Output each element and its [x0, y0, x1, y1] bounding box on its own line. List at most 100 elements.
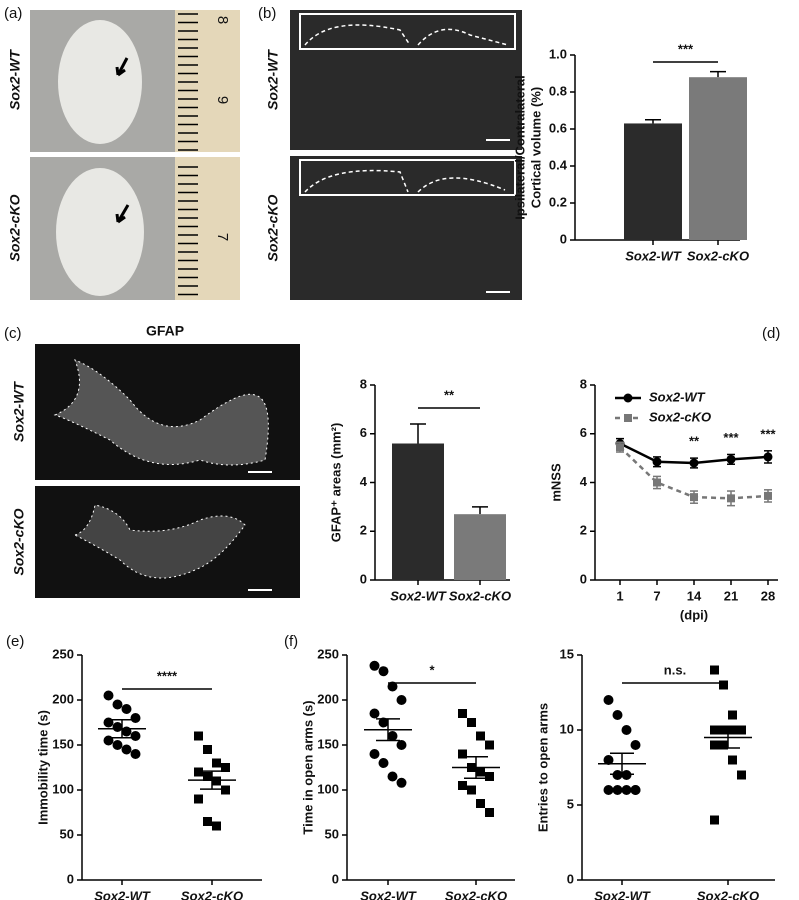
y-tick-label: 0	[567, 871, 574, 886]
roi-box	[299, 13, 516, 50]
point	[212, 776, 221, 786]
point	[203, 817, 212, 826]
point	[103, 717, 114, 728]
point	[130, 749, 141, 759]
y-tick-label: 2	[360, 523, 367, 538]
point	[378, 717, 389, 728]
y-axis-title: Immobility time (s)	[35, 710, 50, 825]
point	[396, 740, 407, 750]
point	[194, 767, 203, 777]
point	[467, 785, 476, 795]
significance-label: ****	[157, 668, 178, 683]
y-tick-label: 8	[360, 376, 367, 391]
x-tick-label: Sox2-cKO	[181, 888, 243, 900]
point	[194, 794, 203, 804]
section-image	[290, 156, 522, 300]
point	[476, 731, 485, 741]
significance-label: ***	[678, 41, 694, 56]
x-tick-label: Sox2-WT	[625, 248, 682, 263]
section-image	[290, 10, 522, 150]
point	[476, 767, 485, 777]
y-tick-label: 4	[360, 474, 368, 489]
point	[458, 781, 467, 790]
point	[369, 708, 380, 719]
ruler-ticks	[178, 13, 198, 296]
y-tick-label: 2	[580, 523, 587, 538]
ruler	[175, 10, 240, 152]
y-tick-label: 0	[360, 571, 367, 586]
y-tick-label: 200	[317, 691, 339, 706]
x-tick-label: Sox2-WT	[360, 888, 417, 900]
point	[485, 740, 494, 750]
y-tick-label: 0.2	[549, 194, 567, 209]
y-tick-label: 0.4	[549, 157, 568, 172]
point	[603, 785, 614, 795]
marker	[690, 493, 698, 502]
point	[737, 770, 746, 780]
point	[710, 665, 719, 675]
x-tick-label: Sox2-cKO	[687, 248, 749, 263]
point	[630, 785, 641, 795]
roi-box	[299, 159, 516, 196]
marker	[763, 452, 773, 462]
point	[728, 725, 737, 735]
y-tick-label: 250	[317, 646, 339, 661]
y-tick-label: 10	[560, 721, 574, 736]
significance-label: n.s.	[664, 662, 686, 677]
point	[112, 740, 123, 750]
ruler	[175, 157, 240, 300]
arrow	[115, 57, 130, 224]
point	[121, 744, 132, 755]
x-axis-title: (dpi)	[680, 607, 708, 622]
point	[737, 725, 746, 735]
marker	[764, 491, 772, 500]
outline	[73, 504, 246, 579]
y-tick-label: 100	[52, 781, 74, 796]
point	[467, 718, 476, 727]
image-label: Sox2-WT	[7, 49, 23, 110]
annotation: **	[689, 434, 700, 449]
point	[203, 772, 212, 781]
outline	[53, 359, 269, 466]
panel-label: (e)	[6, 633, 24, 650]
marker	[616, 443, 624, 452]
y-axis-title: Time in open arms (s)	[300, 700, 315, 834]
annotation: ***	[760, 426, 776, 441]
x-tick-label: 21	[724, 588, 738, 603]
point	[369, 660, 380, 671]
ruler-number: 7	[214, 233, 231, 241]
y-axis-title: mNSS	[548, 463, 563, 502]
y-tick-label: 0.8	[549, 83, 567, 98]
point	[396, 777, 407, 788]
y-tick-label: 150	[317, 736, 339, 751]
point	[710, 815, 719, 825]
y-tick-label: 0	[332, 871, 339, 886]
point	[387, 731, 398, 741]
point	[621, 785, 632, 795]
point	[369, 749, 380, 759]
point	[194, 731, 203, 741]
point	[221, 763, 230, 772]
image-label: Sox2-cKO	[7, 194, 23, 261]
marker	[726, 454, 736, 464]
brain	[56, 168, 144, 296]
point	[458, 709, 467, 718]
point	[719, 725, 728, 735]
point	[458, 749, 467, 759]
ruler-number: 8	[214, 16, 231, 24]
y-tick-label: 0	[560, 231, 567, 246]
x-tick-label: Sox2-WT	[94, 888, 151, 900]
point	[387, 681, 398, 692]
y-axis-title: Entries to open arms	[535, 703, 550, 832]
legend-label: Sox2-WT	[649, 389, 706, 404]
bar	[392, 443, 444, 580]
point	[378, 666, 389, 677]
y-tick-label: 6	[360, 425, 367, 440]
point	[130, 731, 141, 741]
bar	[454, 514, 506, 580]
x-tick-label: Sox2-WT	[594, 888, 651, 900]
point	[476, 799, 485, 808]
y-axis-title: Ipsilateral/Contralateral	[512, 75, 527, 220]
point	[719, 680, 728, 690]
